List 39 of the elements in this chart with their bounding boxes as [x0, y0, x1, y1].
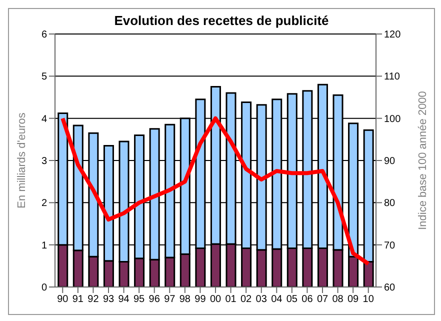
y2-tick-label: 110 — [384, 72, 400, 83]
x-tick-label: 94 — [118, 294, 130, 306]
x-tick-label: 96 — [148, 294, 160, 306]
x-tick-label: 05 — [286, 294, 298, 306]
y-tick-label: 5 — [41, 72, 48, 83]
x-tick-label: 07 — [316, 294, 328, 306]
y-axis-title: En milliards d'euros — [16, 112, 28, 208]
x-tick-label: 95 — [134, 294, 146, 306]
y-tick-label: 1 — [41, 240, 48, 252]
x-tick-label: 92 — [88, 294, 100, 306]
x-tick-label: 04 — [271, 294, 283, 306]
x-tick-label: 98 — [179, 294, 191, 306]
chart-title: Evolution des recettes de publicité — [113, 13, 330, 28]
x-tick-label: 91 — [72, 294, 84, 306]
x-tick-label: 01 — [225, 294, 237, 306]
y-tick-label: 4 — [41, 114, 48, 125]
y-tick-label: 3 — [41, 156, 48, 168]
y2-tick-label: 90 — [384, 156, 396, 168]
y2-tick-label: 120 — [384, 30, 402, 41]
x-tick-label: 02 — [240, 294, 252, 306]
x-tick-label: 97 — [164, 294, 176, 306]
y-tick-label: 0 — [41, 282, 48, 294]
x-tick-label: 00 — [210, 294, 222, 306]
line-series — [60, 116, 370, 266]
y2-tick-label: 100 — [384, 114, 402, 125]
x-tick-label: 10 — [362, 294, 374, 306]
x-tick-label: 08 — [332, 294, 344, 306]
y2-tick-label: 80 — [384, 198, 396, 210]
x-tick-label: 90 — [57, 294, 69, 306]
y2-tick-label: 70 — [384, 240, 396, 252]
y-tick-label: 6 — [41, 30, 48, 41]
y2-axis-title: Indice base 100 année 2000 — [416, 91, 429, 230]
x-tick-label: 09 — [348, 294, 360, 306]
x-tick-label: 03 — [256, 294, 268, 306]
x-tick-label: 93 — [102, 294, 114, 306]
y2-tick-label: 60 — [384, 282, 396, 294]
y-tick-label: 2 — [41, 198, 48, 210]
x-tick-label: 99 — [194, 294, 206, 306]
x-tick-label: 06 — [302, 294, 314, 306]
